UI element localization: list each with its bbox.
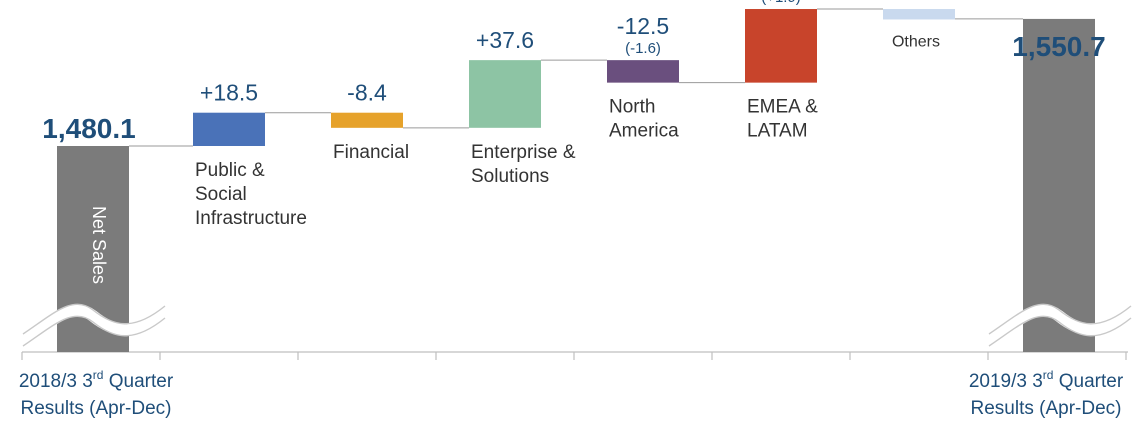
step-bar [193, 112, 265, 146]
step-bar [883, 9, 955, 20]
category-label: Public & [195, 160, 265, 181]
axis-break-right-gap [985, 304, 1135, 345]
category-label: Others [892, 33, 940, 50]
end-period-label-line2: Results (Apr-Dec) [971, 398, 1122, 419]
axis-break-right-line [988, 315, 1132, 347]
category-label: North [609, 97, 655, 118]
step-sub-label: (-1.6) [625, 40, 661, 57]
start-period-label-line1: 2018/3 3rd Quarter [19, 368, 174, 392]
step-bar [607, 60, 679, 83]
step-delta-label: -8.4 [347, 80, 387, 106]
net-sales-label: Net Sales [89, 206, 109, 284]
end-period-label-line1: 2019/3 3rd Quarter [969, 368, 1124, 392]
category-label: America [609, 121, 679, 142]
step-delta-label: -12.5 [617, 13, 669, 39]
category-label: Enterprise & [471, 142, 576, 163]
category-label: EMEA & [747, 97, 818, 118]
step-bar [745, 9, 817, 83]
step-delta-label: +37.6 [476, 27, 534, 53]
axis-break-left-line [22, 303, 166, 335]
start-period-label-line2: Results (Apr-Dec) [21, 398, 172, 419]
axis-break-right-line [988, 303, 1132, 335]
start-value-label: 1,480.1 [42, 113, 135, 144]
step-delta-label: +18.5 [200, 80, 258, 106]
category-label: Social [195, 184, 247, 205]
category-label: Financial [333, 142, 409, 163]
end-value-label: 1,550.7 [1012, 31, 1105, 62]
axis-break-left-gap [19, 304, 169, 345]
category-label: Solutions [471, 166, 549, 187]
category-label: Infrastructure [195, 208, 307, 229]
step-bar [331, 112, 403, 128]
step-bar [469, 60, 541, 128]
step-sub-label: (+1.9) [761, 0, 801, 6]
category-label: LATAM [747, 121, 808, 142]
end-total-bar [1023, 18, 1095, 352]
axis-break-left-line [22, 315, 166, 347]
